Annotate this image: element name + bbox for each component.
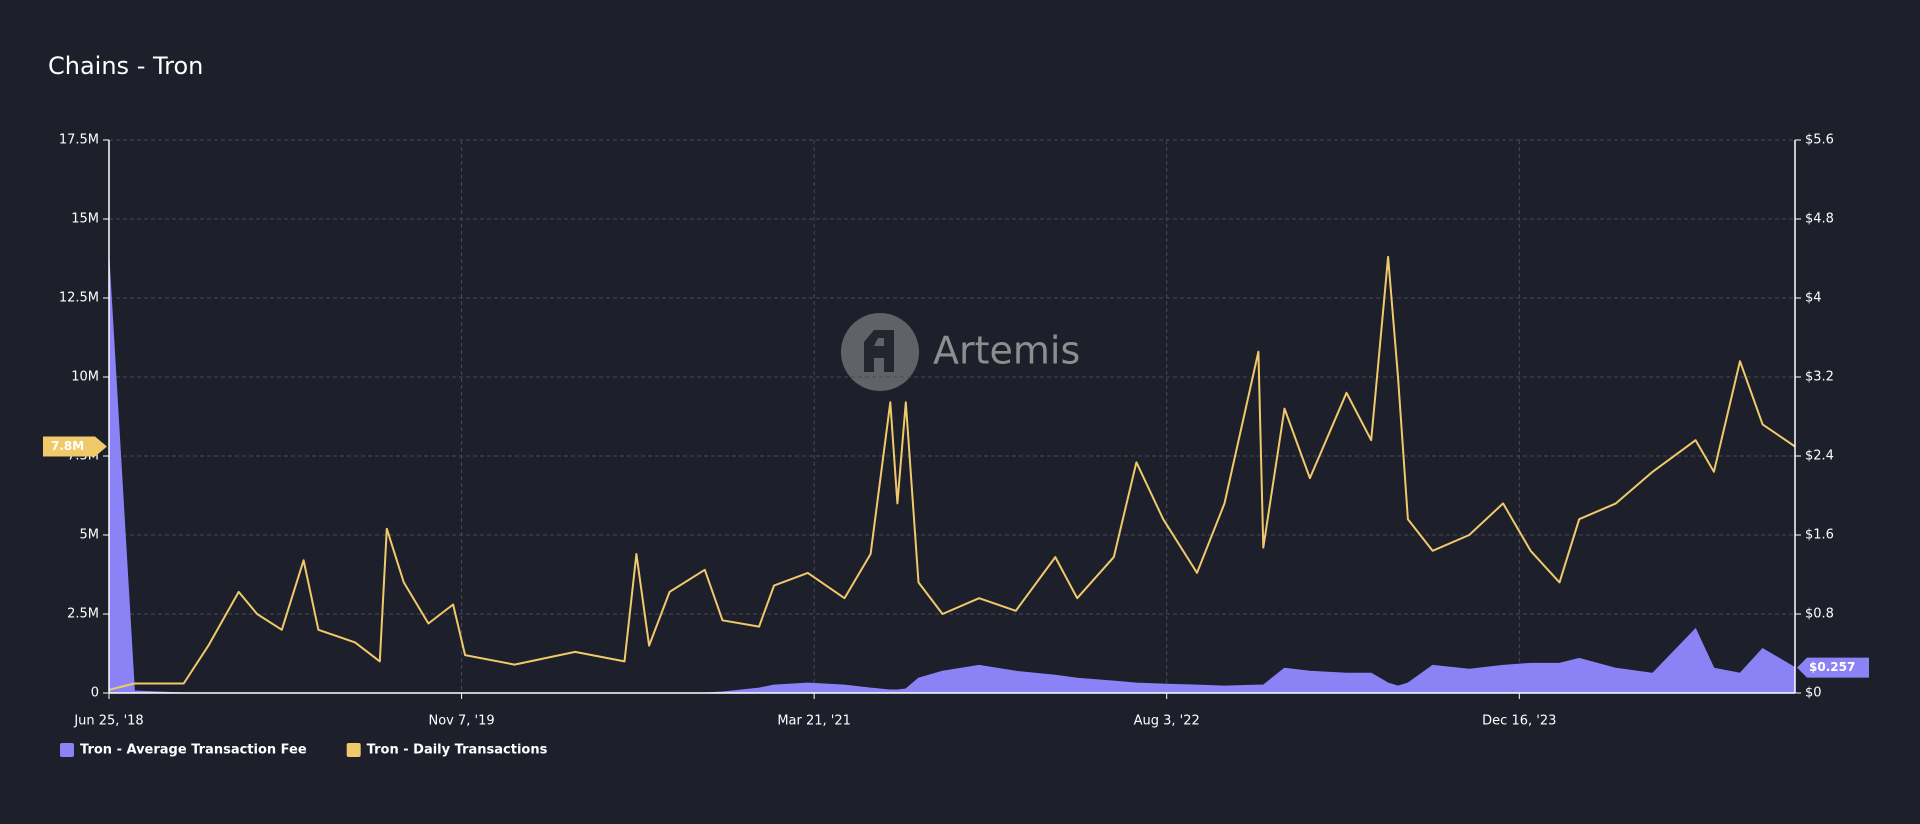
y2-tick-label: $4 xyxy=(1805,291,1822,306)
y2-tick-label: $2.4 xyxy=(1805,449,1834,464)
end-label-tag xyxy=(43,436,107,457)
legend-swatch xyxy=(60,743,74,757)
end-label: 7.8M xyxy=(51,439,84,453)
y2-tick-label: $0.8 xyxy=(1805,607,1834,622)
y2-tick-label: $3.2 xyxy=(1805,370,1834,385)
series-line xyxy=(108,255,1796,691)
x-tick-label: Dec 16, '23 xyxy=(1482,714,1556,729)
y-tick-label: 12.5M xyxy=(59,291,99,306)
y2-tick-label: $5.6 xyxy=(1805,133,1834,148)
end-label: $0.257 xyxy=(1809,660,1855,674)
x-tick-label: Nov 7, '19 xyxy=(428,714,494,729)
legend-label: Tron - Daily Transactions xyxy=(367,743,548,758)
legend-swatch xyxy=(346,743,361,757)
x-tick-label: Jun 25, '18 xyxy=(73,714,143,729)
watermark-text: Artemis xyxy=(933,329,1080,373)
watermark-logo xyxy=(841,313,919,391)
legend-label: Tron - Average Transaction Fee xyxy=(80,743,307,758)
x-tick-label: Mar 21, '21 xyxy=(777,714,851,729)
end-label-tag xyxy=(1797,657,1869,678)
y-tick-label: 10M xyxy=(71,370,99,385)
y-tick-label: 15M xyxy=(71,212,99,227)
y2-tick-label: $4.8 xyxy=(1805,212,1834,227)
y-tick-label: 5M xyxy=(80,528,100,543)
y-tick-label: 2.5M xyxy=(67,607,99,622)
y2-tick-label: $0 xyxy=(1805,686,1822,701)
chart-title: Chains - Tron xyxy=(48,52,203,80)
x-tick-label: Aug 3, '22 xyxy=(1134,714,1200,729)
y2-tick-label: $1.6 xyxy=(1805,528,1834,543)
y-tick-label: 0 xyxy=(91,686,99,701)
y-tick-label: 17.5M xyxy=(59,133,99,148)
